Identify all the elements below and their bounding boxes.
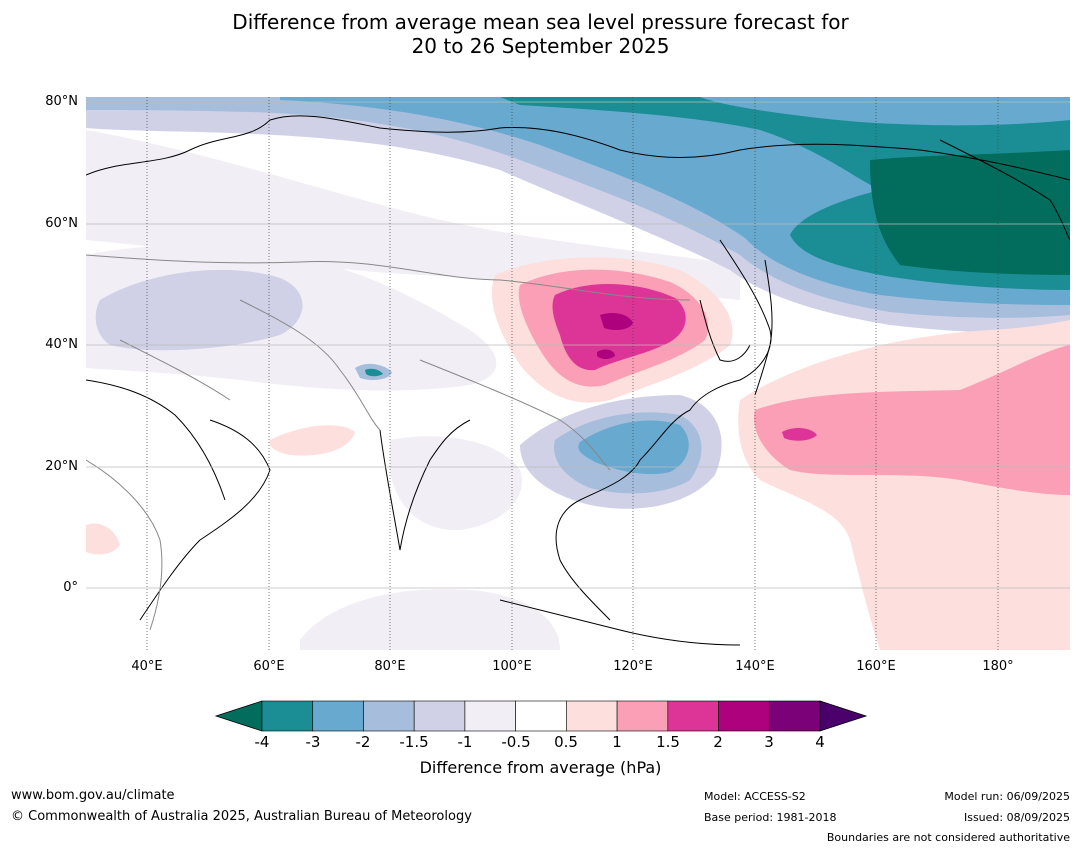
colorbar-segments	[261, 700, 821, 732]
colorbar-tick: 2	[713, 733, 723, 751]
colorbar-over-triangle	[819, 700, 868, 732]
lon-label-40e: 40°E	[131, 659, 163, 674]
base-period: Base period: 1981-2018	[704, 811, 837, 824]
colorbar-segment	[515, 700, 567, 732]
colorbar-segment	[261, 700, 314, 732]
colorbar-tick: -1	[457, 733, 473, 751]
map-plot-area	[86, 97, 1070, 650]
lon-label-140e: 140°E	[735, 659, 775, 674]
colorbar-tick: -1.5	[399, 733, 429, 751]
boundaries-disclaimer: Boundaries are not considered authoritat…	[826, 831, 1070, 844]
coastlines	[86, 115, 1070, 646]
country-borders	[86, 254, 691, 631]
lon-label-100e: 100°E	[492, 659, 532, 674]
lon-label-60e: 60°E	[253, 659, 285, 674]
lat-label-80n: 80°N	[45, 94, 78, 109]
colorbar-under-triangle	[214, 700, 263, 732]
anomaly-region-scs-3	[578, 420, 689, 475]
anomaly-region-lilac-south	[390, 436, 522, 531]
model-run-date: Model run: 06/09/2025	[944, 790, 1070, 803]
anomaly-region-east-africa	[86, 523, 120, 555]
colorbar-segment	[312, 700, 364, 732]
colorbar-tick: 1.5	[656, 733, 680, 751]
colorbar-tick: 3	[764, 733, 774, 751]
lon-label-180: 180°	[982, 659, 1014, 674]
title-line-1: Difference from average mean sea level p…	[232, 10, 849, 34]
website-link[interactable]: www.bom.gov.au/climate	[11, 788, 175, 803]
colorbar	[214, 700, 868, 732]
colorbar-title: Difference from average (hPa)	[419, 758, 662, 777]
colorbar-tick: -3	[305, 733, 321, 751]
colorbar-segment	[413, 700, 466, 732]
colorbar-tick: 1	[612, 733, 622, 751]
anomaly-region-pacific-2	[754, 345, 1070, 495]
lat-label-20n: 20°N	[45, 459, 78, 474]
lon-label-80e: 80°E	[374, 659, 406, 674]
map-title: Difference from average mean sea level p…	[0, 10, 1081, 58]
latitude-gridlines	[86, 101, 1070, 589]
anomaly-region-north-5	[870, 150, 1070, 275]
model-name: Model: ACCESS-S2	[704, 790, 806, 803]
copyright-notice: © Commonwealth of Australia 2025, Austra…	[11, 809, 472, 824]
longitude-gridlines	[146, 97, 999, 650]
lat-label-60n: 60°N	[45, 216, 78, 231]
issued-date: Issued: 08/09/2025	[963, 811, 1070, 824]
colorbar-tick: -0.5	[501, 733, 531, 751]
colorbar-segment	[718, 700, 770, 732]
anomaly-region-tibet-core	[365, 368, 383, 377]
colorbar-tick: -2	[355, 733, 371, 751]
title-line-2: 20 to 26 September 2025	[411, 34, 670, 58]
anomaly-region-china-5	[597, 349, 615, 360]
colorbar-segment	[616, 700, 669, 732]
lon-label-120e: 120°E	[613, 659, 653, 674]
colorbar-segment	[464, 700, 516, 732]
colorbar-segment	[566, 700, 618, 732]
colorbar-tick: 4	[815, 733, 825, 751]
lon-label-160e: 160°E	[856, 659, 896, 674]
lat-label-40n: 40°N	[45, 337, 78, 352]
colorbar-tick: 0.5	[554, 733, 578, 751]
anomaly-region-pacific-3	[782, 428, 817, 441]
anomaly-region-lilac-equator	[300, 589, 560, 650]
colorbar-segment	[768, 700, 821, 732]
anomaly-region-china-4	[600, 312, 633, 331]
anomaly-region-central-asia	[95, 269, 303, 351]
anomaly-region-arabian-sea	[269, 425, 355, 456]
colorbar-segment	[363, 700, 415, 732]
colorbar-tick: -4	[254, 733, 270, 751]
lat-label-0: 0°	[63, 580, 78, 595]
colorbar-segment	[667, 700, 719, 732]
